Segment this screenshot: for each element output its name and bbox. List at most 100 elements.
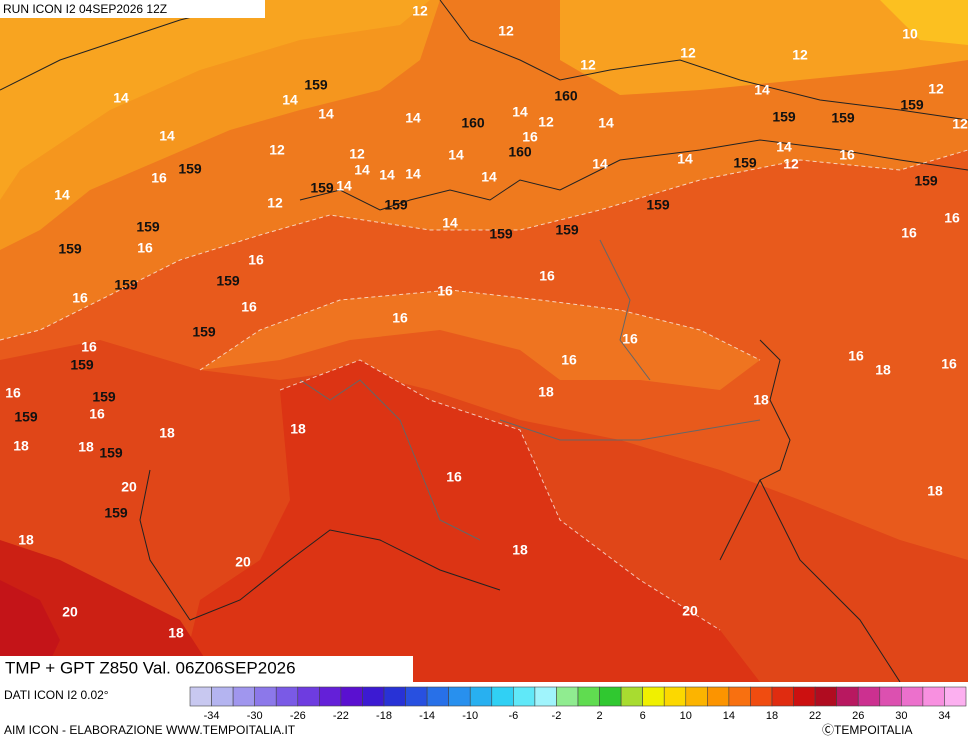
isotherm-label: 18 bbox=[18, 532, 34, 548]
isotherm-label: 18 bbox=[875, 362, 891, 378]
colorbar-swatch bbox=[534, 686, 557, 707]
colorbar-tick-label: 34 bbox=[938, 710, 950, 722]
isotherm-label: 14 bbox=[592, 156, 608, 172]
colorbar-swatch bbox=[879, 686, 902, 707]
height-label: 159 bbox=[58, 241, 82, 257]
isotherm-label: 12 bbox=[267, 195, 283, 211]
isotherm-label: 14 bbox=[442, 215, 458, 231]
colorbar-swatch bbox=[685, 686, 708, 707]
colorbar-swatch bbox=[728, 686, 751, 707]
height-label: 159 bbox=[914, 173, 938, 189]
isotherm-label: 20 bbox=[235, 554, 251, 570]
header: RUN ICON I2 04SEP2026 12Z bbox=[3, 2, 167, 16]
coastlines bbox=[0, 0, 968, 683]
height-label: 159 bbox=[114, 277, 138, 293]
isotherm-label: 16 bbox=[5, 385, 21, 401]
colorbar-swatch bbox=[275, 686, 299, 707]
isotherm-label: 18 bbox=[753, 392, 769, 408]
isotherm-label: 16 bbox=[81, 339, 97, 355]
isotherm-label: 16 bbox=[392, 310, 408, 326]
colorbar-swatch bbox=[232, 686, 255, 707]
height-label: 159 bbox=[831, 110, 855, 126]
colorbar-swatch bbox=[707, 686, 730, 707]
isotherm-label: 20 bbox=[62, 604, 78, 620]
colorbar-swatch bbox=[642, 686, 665, 707]
isotherm-label: 16 bbox=[137, 240, 153, 256]
isotherm-label: 12 bbox=[538, 114, 554, 130]
colorbar-swatch bbox=[922, 686, 945, 707]
colorbar-swatch bbox=[577, 686, 600, 707]
colorbar-swatch bbox=[383, 686, 406, 707]
height-label: 159 bbox=[772, 109, 796, 125]
height-label: 159 bbox=[92, 389, 116, 405]
height-label: 160 bbox=[461, 115, 485, 131]
isotherm-label: 18 bbox=[13, 438, 29, 454]
copyright: ⒸTEMPOITALIA bbox=[822, 723, 912, 737]
height-label: 159 bbox=[555, 222, 579, 238]
isotherm-label: 16 bbox=[848, 348, 864, 364]
isotherm-label: 16 bbox=[622, 331, 638, 347]
colorbar-tick-label: -18 bbox=[376, 710, 392, 722]
colorbar-tick-label: 22 bbox=[809, 710, 821, 722]
isotherm-label: 12 bbox=[783, 156, 799, 172]
isotherm-label: 12 bbox=[412, 3, 428, 19]
isotherm-label: 14 bbox=[776, 139, 792, 155]
source: DATI ICON I2 0.02° bbox=[4, 688, 109, 702]
isotherm-label: 18 bbox=[168, 625, 184, 641]
colorbar-swatch bbox=[448, 686, 471, 707]
isotherm-label: 18 bbox=[159, 425, 175, 441]
isotherm-label: 14 bbox=[512, 104, 528, 120]
height-label: 159 bbox=[900, 97, 924, 113]
isotherm-label: 20 bbox=[682, 603, 698, 619]
colorbar-swatch bbox=[362, 686, 385, 707]
colorbar-swatch bbox=[599, 686, 622, 707]
isotherm-label: 14 bbox=[54, 187, 70, 203]
height-label: 159 bbox=[310, 180, 334, 196]
borders bbox=[299, 239, 761, 541]
colorbar-tick-label: -2 bbox=[552, 710, 562, 722]
colorbar-tick-label: 18 bbox=[766, 710, 778, 722]
temperature-field bbox=[0, 0, 968, 682]
isotherm-label: 16 bbox=[72, 290, 88, 306]
height-label: 159 bbox=[136, 219, 160, 235]
colorbar-tick-label: 14 bbox=[723, 710, 735, 722]
colorbar-swatch bbox=[901, 686, 924, 707]
title: TMP + GPT Z850 Val. 06Z06SEP2026 bbox=[5, 658, 296, 677]
isotherm-label: 16 bbox=[561, 352, 577, 368]
isotherm-label: 18 bbox=[538, 384, 554, 400]
colorbar-swatch bbox=[297, 686, 320, 707]
isotherm-label: 12 bbox=[928, 81, 944, 97]
colorbar-tick-label: -14 bbox=[419, 710, 435, 722]
colorbar-swatch bbox=[211, 686, 234, 707]
height-label: 159 bbox=[304, 77, 328, 93]
isotherm-label: 16 bbox=[944, 210, 960, 226]
isotherm-label: 12 bbox=[952, 116, 968, 132]
height-label: 159 bbox=[192, 324, 216, 340]
colorbar-swatch bbox=[340, 686, 363, 707]
colorbar-swatch bbox=[426, 686, 449, 707]
isotherm-label: 14 bbox=[113, 90, 129, 106]
colorbar-tick-label: -6 bbox=[508, 710, 518, 722]
colorbar-tick-label: 6 bbox=[640, 710, 646, 722]
colorbar-swatch bbox=[814, 686, 837, 707]
colorbar-tick-label: 2 bbox=[596, 710, 602, 722]
isotherm-label: 12 bbox=[349, 146, 365, 162]
colorbar-swatch bbox=[750, 686, 773, 707]
colorbar-swatch bbox=[836, 686, 859, 707]
isotherm-label: 20 bbox=[121, 479, 137, 495]
colorbar-swatch bbox=[556, 686, 579, 707]
isotherm-label: 14 bbox=[159, 128, 175, 144]
height-label: 159 bbox=[104, 505, 128, 521]
isotherm-label: 12 bbox=[580, 57, 596, 73]
isotherm-label: 18 bbox=[512, 542, 528, 558]
colorbar-tick-label: 30 bbox=[895, 710, 907, 722]
isotherm-label: 12 bbox=[269, 142, 285, 158]
footer: AIM ICON - ELABORAZIONE WWW.TEMPOITALIA.… bbox=[4, 723, 296, 737]
isotherm-label: 16 bbox=[89, 406, 105, 422]
height-label: 159 bbox=[216, 273, 240, 289]
height-label: 159 bbox=[70, 357, 94, 373]
isotherm-label: 16 bbox=[437, 283, 453, 299]
height-label: 159 bbox=[733, 155, 757, 171]
